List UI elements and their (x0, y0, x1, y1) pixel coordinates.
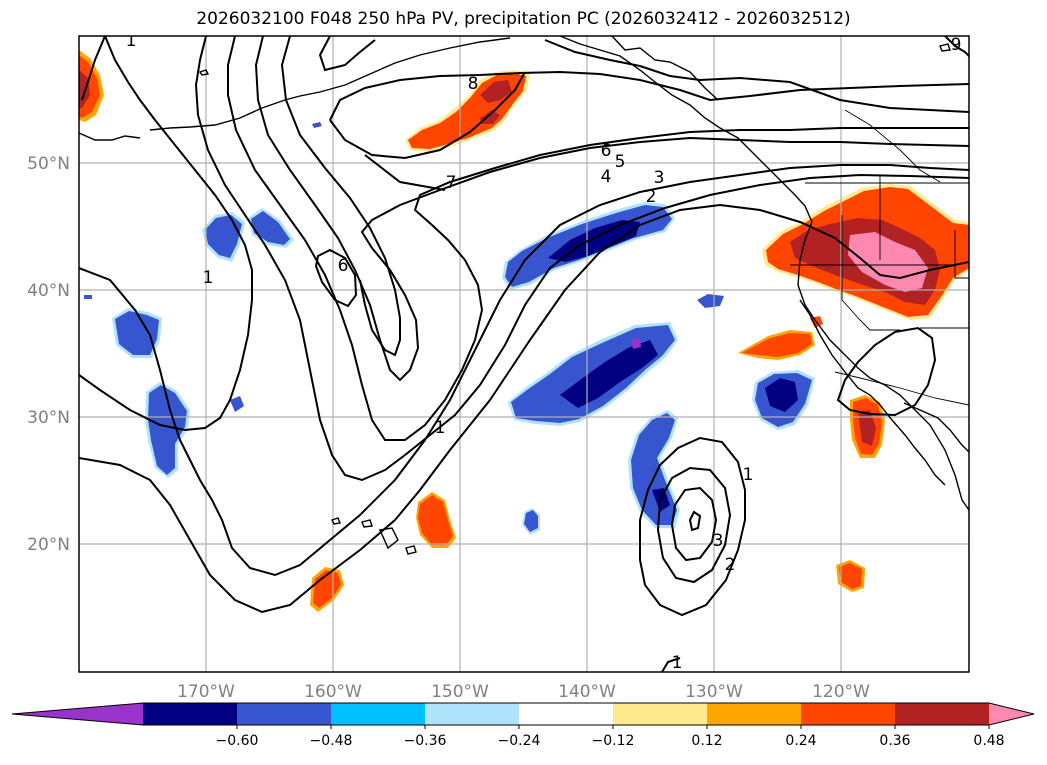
contour-label: 1 (435, 418, 446, 438)
plot-title: 2026032100 F048 250 hPa PV, precipitatio… (196, 9, 851, 29)
map-frame (78, 35, 970, 673)
colorbar-outline (11, 702, 1035, 726)
contour-label: 1 (126, 31, 137, 51)
colorbar-tick-label: −0.60 (216, 733, 259, 749)
colorbar-tick-label: −0.36 (404, 733, 447, 749)
contour-label: 8 (468, 74, 479, 94)
lat-label: 20°N (27, 535, 70, 555)
contour-label: 6 (338, 256, 349, 276)
lat-label: 50°N (27, 154, 70, 174)
lat-label: 30°N (27, 408, 70, 428)
contour-label: 6 (601, 141, 612, 161)
contour-label: 7 (446, 173, 457, 193)
colorbar-segment (143, 703, 238, 725)
colorbar-tick-label: −0.48 (310, 733, 353, 749)
colorbar-segment (237, 703, 332, 725)
coastlines (79, 36, 969, 555)
contour-label: 3 (713, 531, 724, 551)
colorbar-tick-label: 0.48 (973, 733, 1004, 749)
colorbar-segment (331, 703, 426, 725)
lon-label: 140°W (558, 682, 616, 702)
contour-label: 2 (646, 187, 657, 207)
contour-label: 1 (743, 465, 754, 485)
colorbar-segment (519, 703, 614, 725)
precip-positive-baja (738, 316, 823, 360)
longitude-labels: 170°W 160°W 150°W 140°W 130°W 120°W (177, 682, 870, 702)
contour-labels: 1 1 1 1 1 9 2 2 3 3 4 5 6 6 7 8 (126, 31, 962, 673)
contour-label: 4 (601, 167, 612, 187)
contour-label: 1 (672, 653, 683, 673)
contour-label: 5 (615, 152, 626, 172)
colorbar: −0.60 −0.48 −0.36 −0.24 −0.12 0.12 0.24 0.36 0.4… (11, 702, 1035, 749)
colorbar-segment (613, 703, 708, 725)
precip-negative-southeast (628, 410, 680, 528)
colorbar-tick-label: 0.24 (785, 733, 816, 749)
lon-label: 160°W (304, 682, 362, 702)
contour-label: 1 (203, 268, 214, 288)
colorbar-segment (425, 703, 520, 725)
colorbar-segment (801, 703, 896, 725)
colorbar-tick-label: 0.36 (879, 733, 910, 749)
colorbar-tick-label: −0.12 (592, 733, 635, 749)
lon-label: 170°W (177, 682, 235, 702)
lon-label: 130°W (685, 682, 743, 702)
contour-label: 2 (725, 555, 736, 575)
latitude-labels: 50°N 40°N 30°N 20°N (27, 154, 70, 555)
pv-contours (79, 36, 969, 672)
precip-negative-subtropical (508, 322, 678, 426)
colorbar-tick-label: 0.12 (691, 733, 722, 749)
contour-label: 9 (951, 35, 962, 55)
lat-label: 40°N (27, 281, 70, 301)
political-borders (790, 109, 969, 406)
colorbar-extend-high (989, 703, 1034, 725)
contour-label: 3 (654, 168, 665, 188)
lon-label: 120°W (812, 682, 870, 702)
precip-negative-baja-offshore (697, 294, 815, 430)
colorbar-segment (707, 703, 802, 725)
precip-positive-gulf-alaska (405, 70, 530, 152)
colorbar-segment (895, 703, 990, 725)
precip-positive-northwest (79, 50, 104, 122)
colorbar-extend-low (12, 703, 143, 725)
colorbar-tick-label: −0.24 (498, 733, 541, 749)
lon-label: 150°W (431, 682, 489, 702)
map-content: 1 1 1 1 1 9 2 2 3 3 4 5 6 6 7 8 (79, 31, 969, 673)
